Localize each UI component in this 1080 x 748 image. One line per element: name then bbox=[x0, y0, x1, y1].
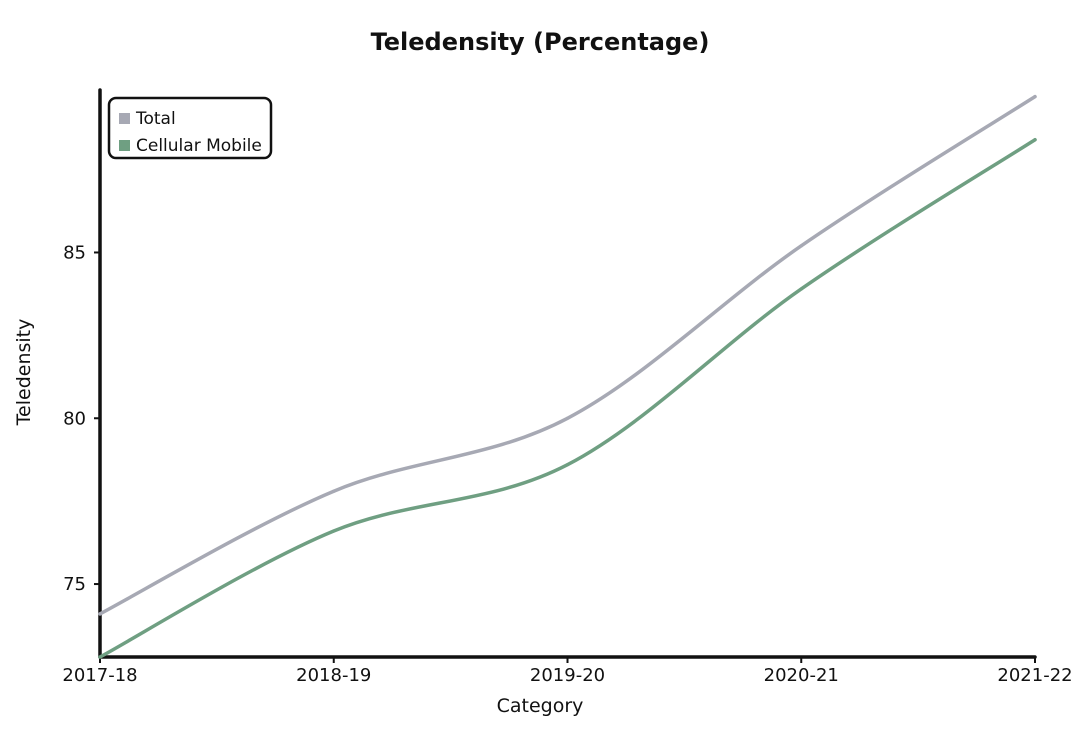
x-tick-label: 2018-19 bbox=[296, 665, 371, 686]
y-axis-ticks: 75 80 85 bbox=[63, 242, 100, 595]
x-axis-ticks: 2017-18 2018-19 2019-20 2020-21 2021-22 bbox=[62, 657, 1073, 686]
legend-box bbox=[107, 96, 273, 160]
y-tick-label: 85 bbox=[63, 242, 86, 263]
legend-label: Total bbox=[135, 109, 176, 129]
data-point-total bbox=[1033, 95, 1037, 99]
legend-swatch bbox=[119, 113, 130, 124]
series-line-cellular-mobile bbox=[98, 137, 1037, 659]
y-axis-label: Teledensity bbox=[13, 319, 35, 427]
axes bbox=[98, 88, 1037, 659]
data-point-total bbox=[799, 244, 803, 248]
x-tick-label: 2020-21 bbox=[764, 665, 839, 686]
legend: Total Cellular Mobile bbox=[107, 96, 273, 160]
x-axis-label: Category bbox=[497, 695, 584, 717]
data-point-cellular-mobile bbox=[565, 463, 570, 467]
data-point-cellular-mobile bbox=[799, 287, 803, 291]
x-tick-label: 2021-22 bbox=[997, 665, 1072, 686]
x-tick-label: 2019-20 bbox=[530, 665, 605, 686]
chart-title: Teledensity (Percentage) bbox=[371, 28, 710, 56]
data-point-total bbox=[565, 416, 570, 420]
data-point-cellular-mobile bbox=[1033, 138, 1037, 142]
series-line-total bbox=[98, 94, 1037, 616]
data-point-cellular-mobile bbox=[98, 655, 102, 659]
data-point-cellular-mobile bbox=[332, 529, 336, 533]
legend-label: Cellular Mobile bbox=[136, 136, 262, 156]
data-point-total bbox=[332, 489, 336, 493]
y-tick-label: 80 bbox=[63, 408, 86, 429]
x-tick-label: 2017-18 bbox=[62, 665, 137, 686]
data-point-total bbox=[98, 612, 102, 616]
legend-swatch bbox=[119, 140, 130, 151]
series-lines bbox=[98, 94, 1037, 659]
y-tick-label: 75 bbox=[63, 574, 86, 595]
